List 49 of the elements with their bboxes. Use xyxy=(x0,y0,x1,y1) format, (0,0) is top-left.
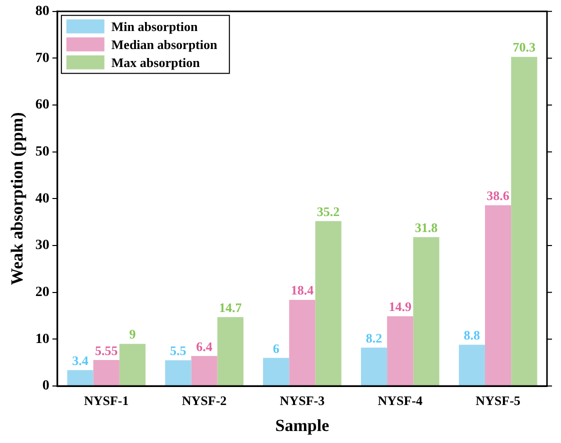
data-label: 8.8 xyxy=(464,328,481,343)
data-label: 5.5 xyxy=(170,343,187,358)
y-tick-label: 20 xyxy=(35,284,50,300)
data-label: 35.2 xyxy=(316,204,340,220)
bar xyxy=(119,344,146,386)
y-tick-label: 0 xyxy=(42,378,50,394)
legend-label: Min absorption xyxy=(111,18,198,34)
data-label: 70.3 xyxy=(512,40,536,55)
x-axis-title: Sample xyxy=(275,416,330,436)
bar xyxy=(458,344,485,386)
y-tick-label: 50 xyxy=(35,144,50,160)
bar xyxy=(191,356,218,386)
y-tick-label: 70 xyxy=(35,50,50,66)
data-label: 6 xyxy=(272,340,280,356)
bar xyxy=(511,56,538,386)
x-tick-label: NYSF-2 xyxy=(182,393,227,408)
x-tick-label: NYSF-5 xyxy=(476,393,521,408)
bar xyxy=(165,360,192,386)
data-label: 9 xyxy=(129,326,136,342)
bar xyxy=(360,348,388,386)
data-label: 3.4 xyxy=(72,352,89,368)
data-label: 5.55 xyxy=(94,342,118,358)
y-axis-title: Weak absorption (ppm) xyxy=(8,112,27,286)
x-tick-label: NYSF-1 xyxy=(84,393,129,408)
bar xyxy=(67,370,94,386)
y-tick-label: 10 xyxy=(35,332,50,347)
bar xyxy=(289,300,316,386)
bar xyxy=(93,360,120,386)
x-tick-label: NYSF-4 xyxy=(378,393,424,408)
data-label: 8.2 xyxy=(366,330,382,346)
data-label: 18.4 xyxy=(290,282,314,298)
bar xyxy=(413,237,440,386)
bar xyxy=(217,317,244,386)
bar xyxy=(315,221,342,386)
legend-label: Median absorption xyxy=(111,36,218,52)
legend-label: Max absorption xyxy=(111,54,201,70)
bar xyxy=(387,316,414,386)
data-label: 38.6 xyxy=(486,188,510,204)
x-tick-label: NYSF-3 xyxy=(280,393,326,408)
data-label: 14.7 xyxy=(219,300,242,316)
y-tick-label: 60 xyxy=(35,98,50,113)
data-label: 31.8 xyxy=(414,220,438,235)
y-tick-label: 30 xyxy=(35,238,50,254)
bar xyxy=(263,358,290,386)
bar xyxy=(484,205,512,386)
y-tick-label: 40 xyxy=(35,191,50,206)
y-tick-label: 80 xyxy=(35,4,50,20)
data-label: 14.9 xyxy=(388,299,412,314)
data-label: 6.4 xyxy=(196,338,213,354)
